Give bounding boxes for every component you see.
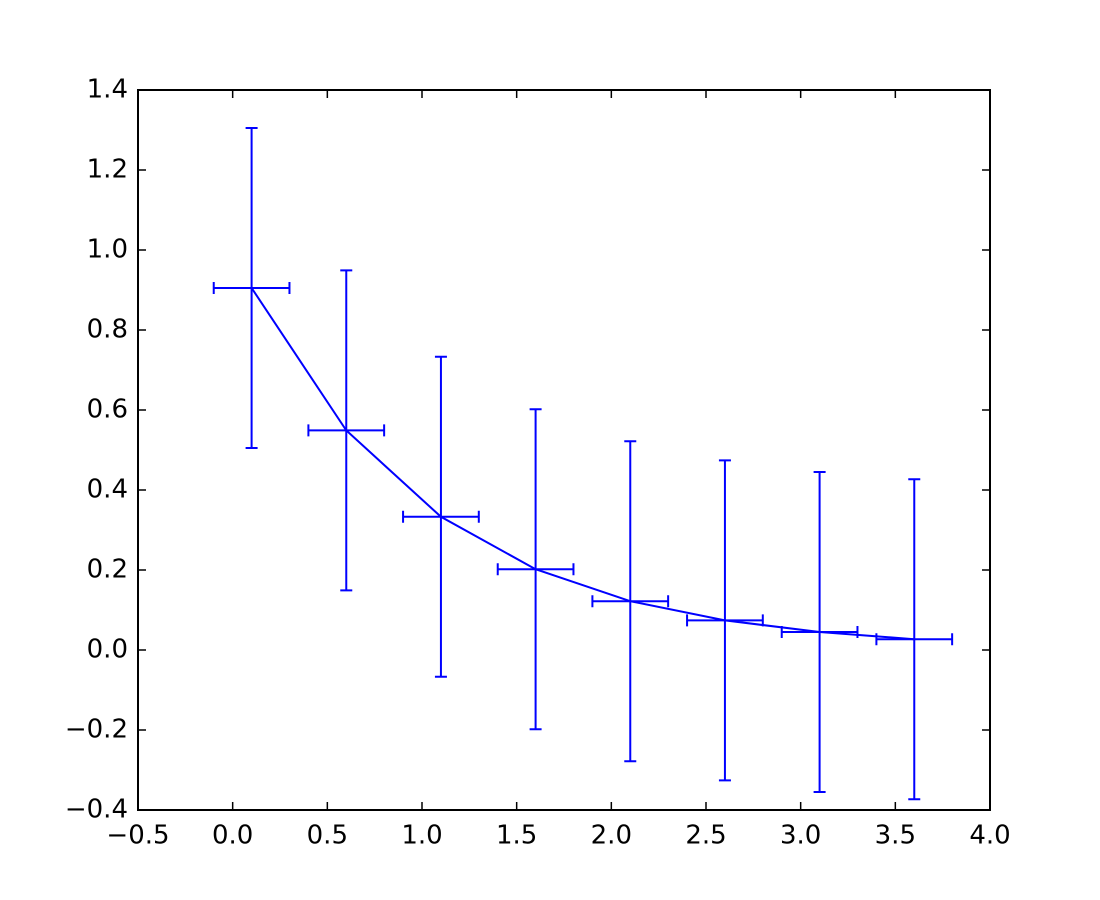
x-tick-label: 3.0 xyxy=(780,821,821,851)
x-error-bar xyxy=(307,424,386,437)
plot-frame xyxy=(137,89,991,811)
x-tick-label: 3.5 xyxy=(875,821,916,851)
x-error-bar xyxy=(212,282,291,294)
y-tick-label: 0.0 xyxy=(87,635,128,665)
y-tick-label: 1.0 xyxy=(87,235,128,265)
x-error-bar xyxy=(686,614,764,627)
x-tick-label: 1.5 xyxy=(496,821,537,851)
x-tick-label: 0.0 xyxy=(212,821,253,851)
x-error-bar xyxy=(875,633,954,646)
x-error-bar xyxy=(496,563,575,576)
x-error-bar xyxy=(402,510,480,523)
line xyxy=(250,287,915,641)
y-tick-label: 0.8 xyxy=(87,315,128,345)
y-tick-label: 0.6 xyxy=(87,395,128,425)
x-tick-label: −0.5 xyxy=(106,821,169,851)
y-tick-label: 0.4 xyxy=(87,475,128,505)
x-tick-label: 2.0 xyxy=(591,821,632,851)
y-tick-label: 0.2 xyxy=(87,555,128,585)
y-tick-label: 1.4 xyxy=(87,75,128,105)
y-tick-label: −0.2 xyxy=(65,715,128,745)
y-tick-label: 1.2 xyxy=(87,155,128,185)
y-tick-label: −0.4 xyxy=(65,795,128,825)
x-tick-label: 2.5 xyxy=(685,821,726,851)
x-tick-label: 1.0 xyxy=(401,821,442,851)
x-error-bar xyxy=(780,626,859,638)
x-error-bar xyxy=(591,595,670,608)
x-tick-label: 0.5 xyxy=(307,821,348,851)
x-tick-label: 4.0 xyxy=(969,821,1010,851)
